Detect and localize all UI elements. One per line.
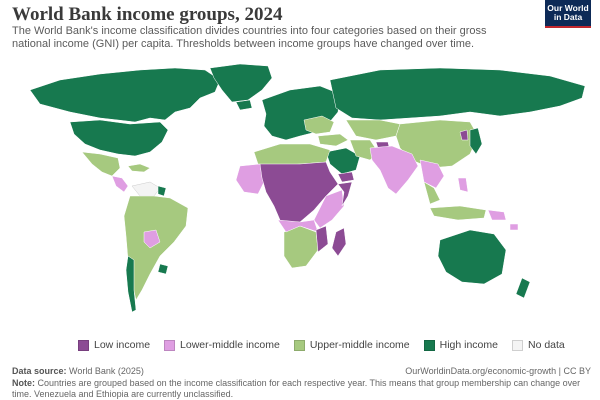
region-caribbean[interactable] [127, 163, 151, 173]
region-indonesia[interactable] [429, 205, 487, 221]
url-license[interactable]: OurWorldinData.org/economic-growth | CC … [405, 366, 591, 376]
logo-line-2: in Data [553, 12, 583, 22]
region-usa[interactable] [69, 119, 169, 157]
note-label: Note: [12, 378, 35, 388]
region-philippines[interactable] [457, 177, 469, 193]
logo-line-1: Our World [547, 3, 589, 13]
chart-subtitle: The World Bank's income classification d… [12, 25, 487, 50]
region-pacific-islands[interactable] [509, 223, 519, 231]
region-thailand-malaysia[interactable] [423, 181, 441, 205]
legend-label: High income [439, 339, 498, 351]
source-value[interactable]: World Bank (2025) [69, 366, 144, 376]
region-south-asia[interactable] [369, 145, 419, 195]
region-new-zealand[interactable] [515, 277, 531, 299]
region-central-america[interactable] [111, 175, 129, 193]
region-bolivia[interactable] [143, 229, 161, 249]
region-japan-korea[interactable] [469, 127, 483, 155]
region-balkans-ukraine[interactable] [303, 115, 335, 135]
footer-source-row: Data source: World Bank (2025) OurWorldi… [12, 366, 591, 376]
legend-swatch [78, 339, 89, 351]
region-southeast-asia[interactable] [419, 159, 445, 189]
region-australia[interactable] [437, 229, 507, 285]
region-chile[interactable] [125, 255, 137, 313]
note-text: Countries are grouped based on the incom… [12, 378, 581, 399]
source-label: Data source: [12, 366, 67, 376]
region-mongolia-china[interactable] [395, 119, 479, 169]
region-yemen[interactable] [337, 171, 355, 183]
chart-title: World Bank income groups, 2024 [12, 4, 283, 25]
region-madagascar[interactable] [331, 227, 347, 257]
data-source: Data source: World Bank (2025) [12, 366, 144, 376]
region-uruguay[interactable] [157, 263, 169, 275]
region-brazil-andes[interactable] [123, 195, 189, 301]
region-kazakhstan[interactable] [345, 119, 401, 141]
world-map[interactable] [0, 60, 600, 332]
region-guyana[interactable] [157, 185, 167, 197]
region-russia[interactable] [329, 67, 586, 121]
footer-note: Note: Countries are grouped based on the… [12, 378, 588, 399]
region-turkey[interactable] [317, 133, 349, 147]
legend-item[interactable]: High income [423, 339, 498, 351]
legend-item[interactable]: No data [512, 339, 565, 351]
legend-label: Lower-middle income [180, 339, 280, 351]
owid-logo[interactable]: Our World in Data [545, 0, 591, 28]
legend-swatch [512, 339, 523, 351]
region-saudi-gulf[interactable] [325, 147, 361, 175]
region-venezuela-nodata[interactable] [131, 181, 161, 197]
region-horn-somalia[interactable] [337, 181, 353, 207]
legend-item[interactable]: Lower-middle income [164, 339, 280, 351]
legend-label: Low income [94, 339, 151, 351]
region-southern-africa[interactable] [283, 225, 319, 269]
region-canada-alaska[interactable] [29, 67, 221, 123]
region-north-korea[interactable] [459, 129, 469, 141]
region-mexico[interactable] [81, 151, 121, 177]
legend-swatch [164, 339, 176, 351]
legend-label: No data [528, 339, 565, 351]
legend-item[interactable]: Upper-middle income [293, 339, 410, 351]
region-iceland[interactable] [235, 99, 253, 111]
legend-swatch [293, 339, 305, 351]
region-papua[interactable] [487, 209, 507, 221]
region-greenland[interactable] [209, 63, 273, 103]
map-legend: Low income Lower-middle income Upper-middl… [78, 339, 565, 351]
region-sahel-central-low[interactable] [259, 161, 339, 233]
region-mozambique[interactable] [315, 225, 329, 253]
legend-item[interactable]: Low income [78, 339, 150, 351]
legend-label: Upper-middle income [309, 339, 410, 351]
legend-swatch [423, 339, 435, 351]
